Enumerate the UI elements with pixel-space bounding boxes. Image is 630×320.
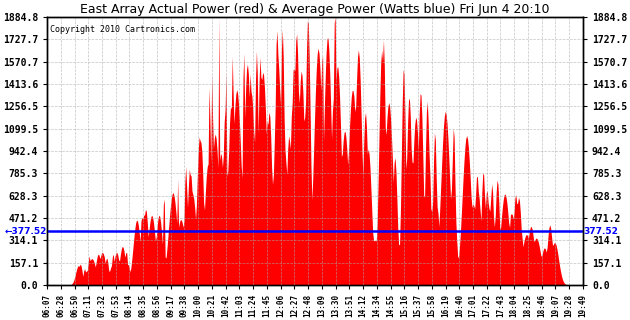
Text: ←377.52: ←377.52 (4, 227, 47, 236)
Title: East Array Actual Power (red) & Average Power (Watts blue) Fri Jun 4 20:10: East Array Actual Power (red) & Average … (80, 3, 550, 16)
Text: 377.52: 377.52 (583, 227, 619, 236)
Text: Copyright 2010 Cartronics.com: Copyright 2010 Cartronics.com (50, 25, 195, 34)
